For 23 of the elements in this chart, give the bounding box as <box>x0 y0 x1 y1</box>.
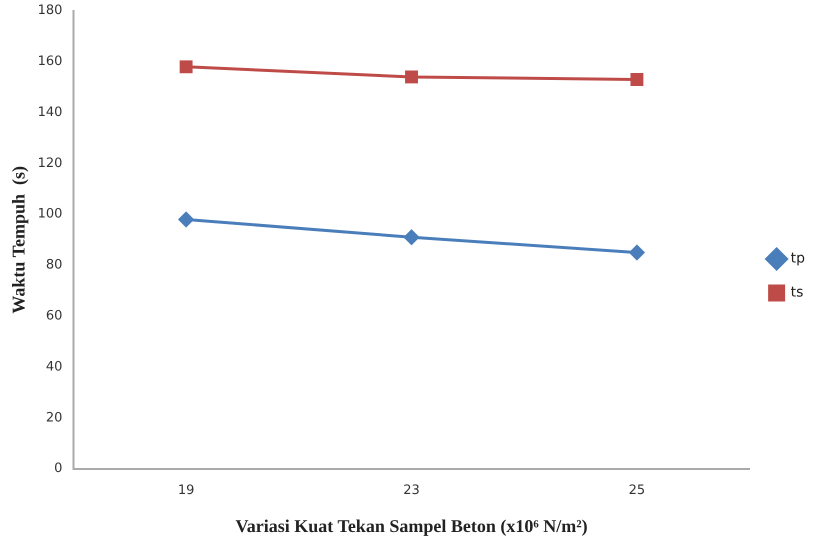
y-axis-title: Waktu Tempuh (s) <box>8 166 28 314</box>
x-axis-title: Variasi Kuat Tekan Sampel Beton (x10⁶ N/m²) <box>235 516 588 536</box>
legend-label: ts <box>790 284 804 301</box>
y-tick-label: 60 <box>46 308 62 324</box>
legend-label: tp <box>790 250 806 267</box>
y-tick-label: 80 <box>46 258 62 273</box>
y-tick-label: 120 <box>38 156 62 171</box>
x-tick-label: 25 <box>628 482 646 498</box>
x-tick-label: 19 <box>178 482 194 498</box>
point <box>180 60 193 74</box>
point <box>405 70 418 84</box>
x-tick-label: 23 <box>403 482 420 498</box>
y-tick-label: 160 <box>38 54 62 70</box>
y-tick-label: 140 <box>38 104 62 120</box>
point <box>178 212 194 227</box>
point <box>629 245 644 260</box>
y-tick-label: 180 <box>38 3 62 18</box>
y-tick-label: 0 <box>54 461 62 476</box>
point <box>404 230 420 245</box>
y-tick-label: 40 <box>46 359 62 374</box>
y-tick-label: 20 <box>46 410 62 426</box>
y-tick-label: 100 <box>38 206 62 222</box>
point <box>630 73 644 86</box>
